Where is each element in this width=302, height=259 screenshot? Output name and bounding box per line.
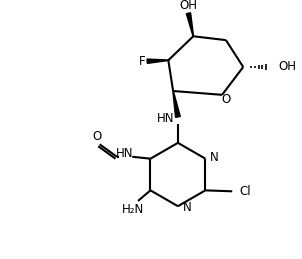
Text: O: O: [221, 93, 230, 106]
Polygon shape: [186, 13, 194, 36]
Text: H₂N: H₂N: [122, 203, 144, 216]
Text: HN: HN: [157, 112, 174, 125]
Text: F: F: [139, 55, 146, 68]
Text: N: N: [183, 201, 191, 214]
Text: O: O: [92, 130, 101, 143]
Text: HN: HN: [116, 147, 133, 160]
Text: Cl: Cl: [239, 185, 251, 198]
Text: OH: OH: [279, 61, 297, 74]
Text: N: N: [210, 151, 219, 164]
Text: OH: OH: [179, 0, 198, 12]
Polygon shape: [173, 91, 180, 117]
Polygon shape: [147, 59, 168, 63]
